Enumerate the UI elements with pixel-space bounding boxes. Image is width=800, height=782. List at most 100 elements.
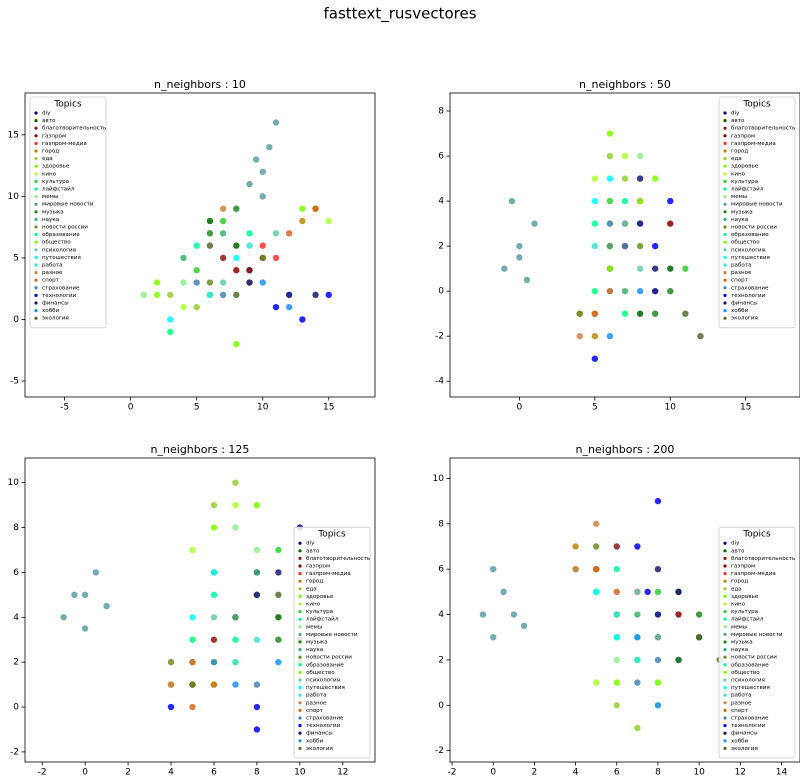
legend-marker [723, 240, 727, 244]
legend-label: путешествия [731, 255, 770, 261]
y-tick-label: -2 [10, 747, 19, 757]
point [253, 569, 261, 576]
point [636, 152, 644, 160]
legend-marker [723, 549, 727, 553]
x-tick-label: -5 [60, 403, 69, 413]
legend-marker [723, 164, 727, 168]
point [606, 333, 614, 340]
point [636, 265, 644, 272]
axes-title: n_neighbors : 50 [579, 78, 671, 91]
x-tick-label: 10 [665, 403, 677, 413]
x-tick-label: 12 [735, 768, 746, 778]
legend-label: разное [306, 700, 327, 706]
point [591, 197, 599, 205]
x-tick-label: 10 [294, 768, 306, 778]
point [232, 614, 239, 621]
legend-marker [723, 293, 727, 297]
y-tick-label: -5 [10, 377, 19, 387]
legend-label: музыка [731, 640, 753, 646]
legend-marker [34, 195, 38, 199]
legend-marker [34, 111, 38, 115]
point [219, 217, 227, 225]
legend-marker [298, 564, 302, 568]
legend-label: новости россии [731, 655, 777, 661]
legend-marker [723, 263, 727, 267]
legend-label: здоровье [42, 164, 70, 170]
x-tick-label: 2 [125, 768, 131, 778]
x-tick-label: 0 [82, 768, 88, 778]
point [253, 681, 261, 688]
point [591, 355, 599, 362]
y-tick-label: 10 [8, 192, 20, 202]
legend-marker [34, 293, 38, 297]
legend-label: технологии [731, 293, 766, 299]
legend-label: здоровье [731, 594, 759, 600]
point [634, 634, 641, 641]
point [233, 340, 240, 348]
legend-label: культура [306, 609, 333, 615]
legend-marker [34, 301, 38, 305]
legend-marker [723, 587, 727, 591]
legend-marker [723, 541, 727, 545]
legend-marker [723, 556, 727, 561]
x-tick-label: 4 [573, 768, 579, 778]
point [634, 724, 641, 732]
point [210, 614, 218, 621]
legend-label: газпром-медиа [731, 571, 776, 577]
legend-marker [298, 701, 302, 705]
point [167, 328, 174, 335]
x-tick-label: 10 [693, 768, 705, 778]
legend-label: работа [731, 263, 752, 269]
point [636, 287, 644, 295]
legend-marker [723, 141, 727, 145]
legend-label: diy [42, 111, 51, 117]
point [651, 242, 659, 250]
legend-label: спорт [731, 278, 749, 284]
legend-marker [723, 625, 727, 629]
legend-label: хобби [731, 738, 749, 744]
point [606, 152, 614, 160]
point [253, 703, 261, 711]
point [636, 242, 644, 250]
point [636, 197, 644, 205]
x-tick-label: 2 [532, 768, 538, 778]
legend-marker [723, 134, 727, 138]
legend-marker [723, 617, 727, 621]
legend-marker [298, 670, 302, 675]
x-tick-label: 10 [257, 403, 269, 413]
point [299, 205, 306, 212]
legend-label: мировые новости [42, 202, 94, 208]
point [275, 658, 282, 666]
legend-label: газпром-медиа [42, 141, 87, 147]
point [636, 175, 644, 182]
point [81, 591, 89, 599]
legend-label: экология [42, 316, 69, 322]
legend-marker [298, 587, 302, 591]
point [299, 316, 306, 323]
point [275, 591, 282, 599]
point [592, 588, 600, 596]
legend-label: авто [42, 118, 56, 124]
point [325, 217, 332, 225]
x-tick-label: 4 [168, 768, 174, 778]
legend-title: Topics [742, 530, 771, 540]
legend-marker [723, 686, 727, 690]
x-tick-label: 0 [490, 768, 496, 778]
legend-label: экология [306, 746, 333, 752]
legend-box [29, 96, 107, 329]
point [591, 310, 599, 317]
legend-label: diy [731, 111, 740, 117]
point [613, 634, 620, 641]
legend-marker [298, 746, 302, 751]
point [651, 310, 659, 317]
legend-label: здоровье [306, 594, 334, 600]
point [272, 254, 280, 262]
point [667, 197, 674, 205]
legend-label: культура [731, 179, 758, 185]
y-tick-label: 4 [438, 610, 444, 620]
point [272, 303, 280, 311]
legend-marker [298, 572, 302, 576]
point [167, 316, 174, 323]
y-tick-label: -4 [435, 377, 444, 387]
legend-marker [34, 225, 38, 229]
